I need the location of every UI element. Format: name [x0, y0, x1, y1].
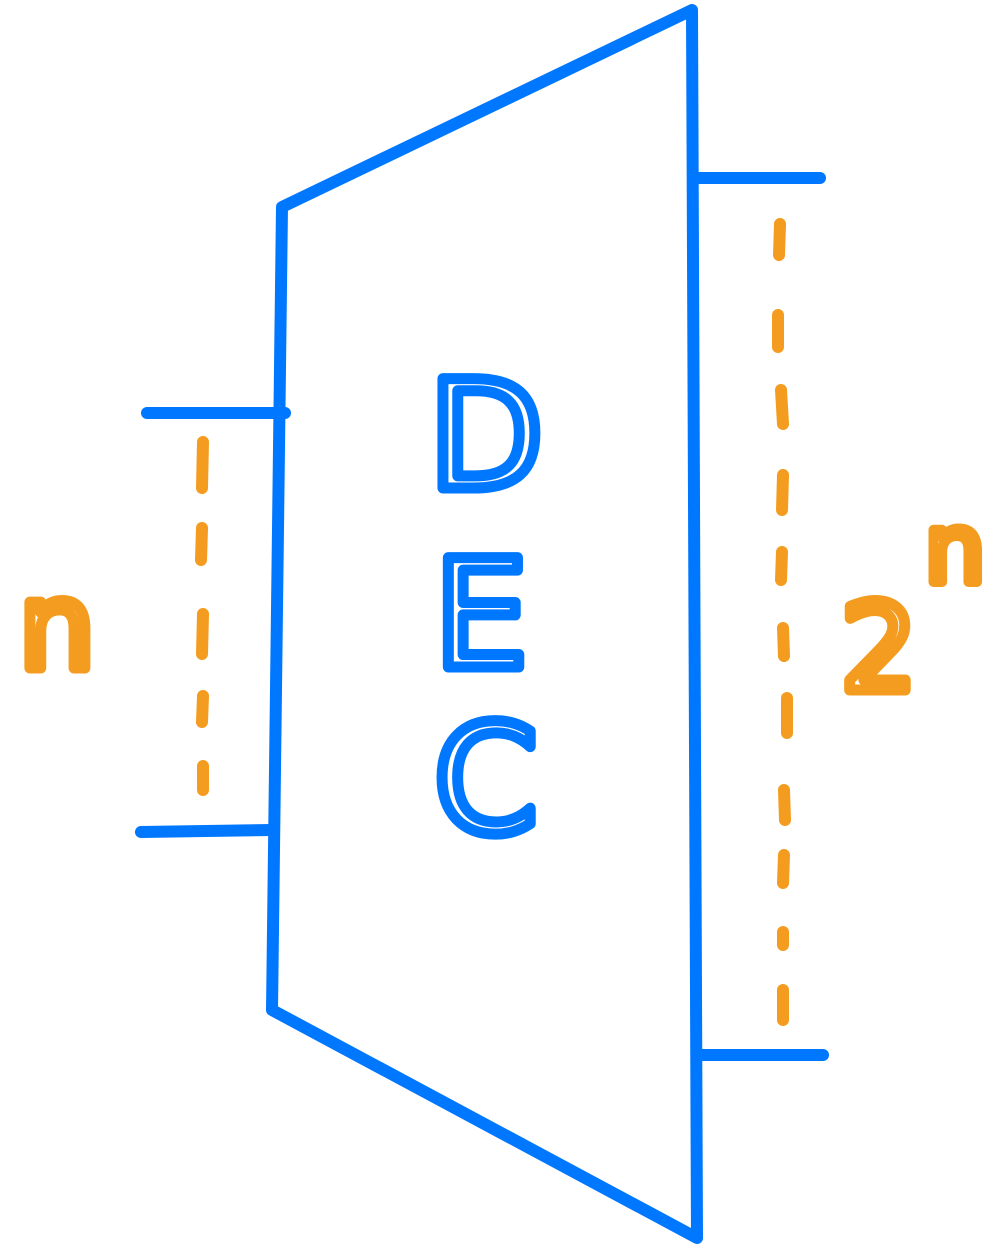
output-dash — [777, 849, 790, 889]
block-label-letter-c: C — [434, 694, 539, 868]
input-count-label: n — [19, 558, 95, 697]
input-line-bottom — [135, 824, 277, 838]
output-dash — [775, 384, 789, 430]
input-dash — [196, 690, 209, 728]
input-dash — [195, 522, 208, 566]
input-dash — [196, 608, 209, 660]
output-dash — [777, 622, 790, 662]
decoder-body — [266, 4, 703, 1244]
output-dash — [778, 784, 791, 826]
output-dash — [775, 546, 788, 586]
output-dash — [776, 469, 789, 516]
output-count-base: 2 — [841, 580, 917, 719]
output-dash — [773, 218, 786, 261]
output-count-exponent: n — [925, 495, 985, 605]
block-label-letter-e: E — [434, 529, 529, 703]
input-dashes — [195, 436, 209, 796]
input-dash — [196, 436, 209, 494]
output-dashes — [772, 218, 793, 1026]
block-label-letter-d: D — [428, 350, 544, 524]
